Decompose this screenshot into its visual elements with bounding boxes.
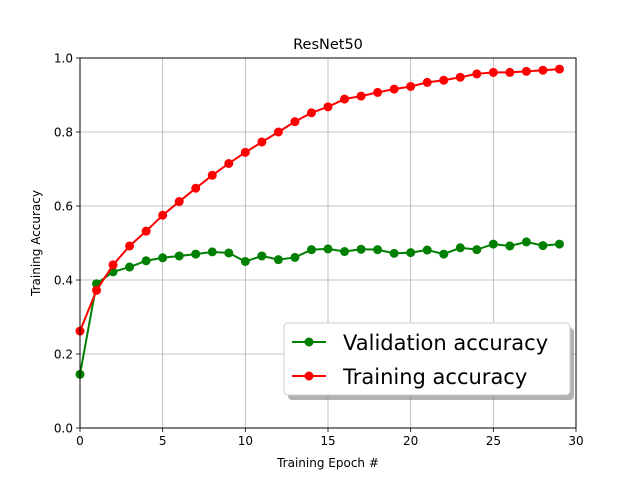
x-axis: 0 5 10 15 20 25 30: [76, 428, 584, 448]
data-point: [356, 91, 366, 101]
data-point: [306, 245, 316, 255]
data-point: [257, 251, 267, 261]
x-tick-label: 20: [403, 434, 418, 448]
y-tick-label: 0.4: [54, 274, 73, 288]
data-point: [406, 248, 416, 258]
data-point: [439, 75, 449, 85]
data-point: [538, 241, 548, 251]
data-point: [356, 244, 366, 254]
chart-title: ResNet50: [293, 37, 363, 53]
x-tick-label: 0: [76, 434, 84, 448]
data-point: [191, 249, 201, 259]
data-point: [389, 84, 399, 94]
data-point: [554, 64, 564, 74]
data-point: [455, 243, 465, 253]
y-tick-label: 0.0: [54, 422, 73, 436]
data-point: [323, 102, 333, 112]
data-point: [505, 241, 515, 251]
x-tick-label: 15: [320, 434, 335, 448]
data-point: [472, 69, 482, 79]
series-0: [75, 237, 564, 379]
legend-marker-validation: [304, 337, 314, 347]
data-point: [290, 117, 300, 127]
data-point: [224, 158, 234, 168]
legend: Validation accuracy Training accuracy: [283, 322, 574, 400]
data-point: [174, 251, 184, 261]
data-point: [340, 94, 350, 104]
data-point: [108, 260, 118, 270]
y-tick-label: 1.0: [54, 52, 73, 66]
data-point: [273, 127, 283, 137]
x-tick-label: 5: [159, 434, 167, 448]
y-axis-label: Training Accuracy: [29, 190, 43, 297]
data-point: [373, 245, 383, 255]
data-point: [340, 247, 350, 257]
data-point: [290, 252, 300, 262]
data-point: [141, 256, 151, 266]
data-point: [422, 77, 432, 87]
data-point: [373, 87, 383, 97]
data-point: [240, 257, 250, 266]
data-point: [141, 226, 151, 236]
data-point: [224, 248, 234, 258]
data-point: [125, 241, 135, 251]
data-point: [125, 262, 135, 272]
data-point: [191, 183, 201, 193]
data-point: [521, 66, 531, 76]
data-point: [422, 245, 432, 255]
y-tick-label: 0.8: [54, 126, 73, 140]
legend-label-training: Training accuracy: [342, 365, 527, 389]
data-point: [323, 244, 333, 254]
data-point: [505, 67, 515, 77]
data-point: [273, 255, 283, 265]
series-layer: [75, 64, 564, 379]
series-line: [79, 68, 560, 332]
data-point: [158, 253, 168, 263]
data-point: [488, 67, 498, 77]
data-point: [521, 237, 531, 247]
y-tick-label: 0.2: [54, 348, 73, 362]
x-tick-label: 30: [568, 434, 583, 448]
data-point: [389, 248, 399, 258]
data-point: [455, 72, 465, 82]
legend-box: [283, 322, 571, 396]
data-point: [554, 239, 564, 249]
x-tick-label: 25: [486, 434, 501, 448]
series-1: [75, 64, 564, 336]
data-point: [306, 108, 316, 118]
data-point: [240, 147, 250, 157]
legend-marker-training: [304, 371, 314, 381]
data-point: [406, 81, 416, 91]
data-point: [257, 137, 267, 147]
x-axis-label: Training Epoch #: [276, 456, 379, 470]
legend-label-validation: Validation accuracy: [343, 331, 548, 355]
data-point: [92, 285, 102, 295]
y-axis: 0.0 0.2 0.4 0.6 0.8 1.0: [54, 52, 80, 436]
x-tick-label: 10: [238, 434, 253, 448]
data-point: [472, 245, 482, 255]
data-point: [439, 249, 449, 259]
data-point: [207, 247, 217, 257]
data-point: [488, 239, 498, 249]
data-point: [207, 170, 217, 180]
data-point: [158, 210, 168, 220]
data-point: [174, 197, 184, 207]
data-point: [538, 65, 548, 75]
y-tick-label: 0.6: [54, 200, 73, 214]
